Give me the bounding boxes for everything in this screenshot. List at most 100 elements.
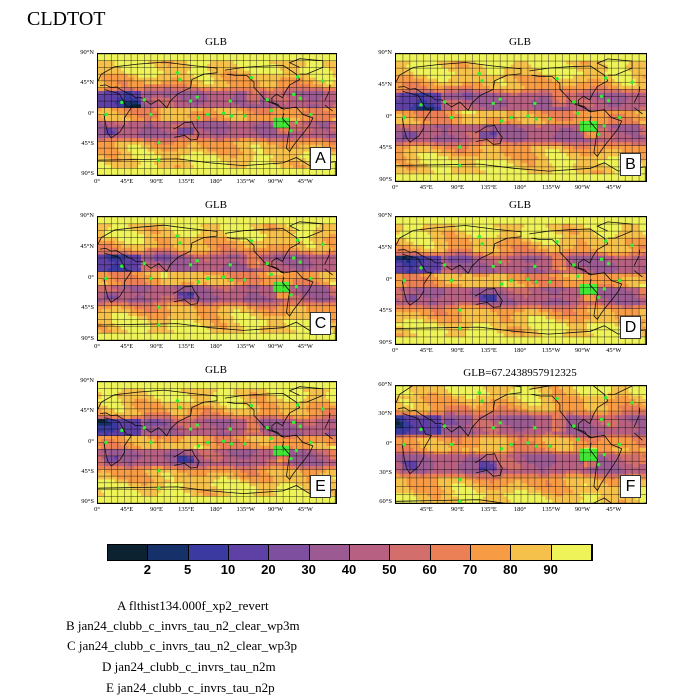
heatmap-cell bbox=[276, 60, 281, 65]
heatmap-cell bbox=[134, 94, 139, 99]
heatmap-cell bbox=[642, 159, 646, 164]
heatmap-cell bbox=[240, 138, 244, 142]
heatmap-cell bbox=[548, 113, 553, 118]
heatmap-cell bbox=[580, 61, 584, 65]
heatmap-cell bbox=[632, 138, 636, 143]
heatmap-cell bbox=[243, 144, 248, 149]
heatmap-cell bbox=[482, 106, 487, 111]
heatmap-cell bbox=[213, 60, 218, 65]
heatmap-cell bbox=[197, 57, 201, 62]
heatmap-cell bbox=[562, 163, 567, 168]
heatmap-cell bbox=[117, 84, 122, 89]
heatmap-cell bbox=[510, 71, 515, 76]
heatmap-cell bbox=[541, 135, 546, 140]
heatmap-cell bbox=[472, 117, 477, 122]
heatmap-cell bbox=[276, 80, 281, 85]
heatmap-cell bbox=[500, 142, 505, 147]
heatmap-cell bbox=[160, 80, 165, 85]
heatmap-cell bbox=[332, 77, 336, 82]
heatmap-cell bbox=[552, 159, 557, 164]
heatmap-cell bbox=[455, 149, 459, 154]
heatmap-cell bbox=[597, 54, 602, 58]
heatmap-cell bbox=[489, 82, 494, 87]
heatmap-cell bbox=[283, 70, 287, 75]
heatmap-cell bbox=[628, 149, 633, 154]
heatmap-cell bbox=[441, 61, 446, 65]
heatmap-cell bbox=[203, 77, 208, 82]
heatmap-cell bbox=[183, 148, 188, 152]
heatmap-cell bbox=[269, 144, 274, 149]
heatmap-cell bbox=[468, 68, 473, 73]
heatmap-cell bbox=[531, 96, 536, 101]
heatmap-cell bbox=[604, 68, 609, 73]
heatmap-cell bbox=[223, 87, 228, 92]
heatmap-cell bbox=[243, 94, 248, 99]
heatmap-cell bbox=[217, 131, 221, 136]
heatmap-cell bbox=[293, 117, 297, 122]
heatmap-cell bbox=[306, 87, 310, 92]
heatmap-cell bbox=[465, 117, 470, 122]
heatmap-cell bbox=[193, 131, 198, 136]
heatmap-cell bbox=[207, 87, 211, 92]
heatmap-cell bbox=[306, 138, 310, 142]
heatmap-cell bbox=[246, 117, 251, 122]
heatmap-cell bbox=[507, 149, 511, 154]
heatmap-cell bbox=[545, 99, 550, 104]
heatmap-cell bbox=[312, 168, 317, 173]
heatmap-cell bbox=[269, 138, 274, 142]
heatmap-cell bbox=[541, 152, 546, 157]
heatmap-cell bbox=[207, 141, 211, 146]
heatmap-cell bbox=[527, 57, 532, 62]
heatmap-cell bbox=[618, 131, 623, 136]
heatmap-cell bbox=[524, 106, 529, 111]
heatmap-cell bbox=[472, 142, 477, 147]
heatmap-cell bbox=[507, 156, 511, 161]
heatmap-cell bbox=[434, 128, 439, 133]
heatmap-cell bbox=[309, 94, 314, 99]
heatmap-cell bbox=[406, 135, 411, 140]
heatmap-cell bbox=[246, 141, 251, 146]
heatmap-cell bbox=[203, 141, 208, 146]
heatmap-cell bbox=[639, 142, 643, 147]
heatmap-cell bbox=[465, 138, 470, 143]
heatmap-cell bbox=[147, 54, 152, 58]
heatmap-cell bbox=[289, 77, 294, 82]
heatmap-cell bbox=[299, 107, 304, 112]
heatmap-cell bbox=[296, 54, 301, 58]
heatmap-cell bbox=[117, 67, 122, 72]
heatmap-cell bbox=[465, 131, 470, 136]
heatmap-cell bbox=[302, 154, 307, 159]
heatmap-cell bbox=[236, 131, 241, 136]
heatmap-cell bbox=[517, 78, 522, 83]
heatmap-cell bbox=[107, 97, 112, 102]
heatmap-cell bbox=[396, 128, 400, 133]
heatmap-cell bbox=[607, 92, 612, 97]
heatmap-cell bbox=[413, 54, 418, 58]
heatmap-cell bbox=[223, 77, 228, 82]
heatmap-cell bbox=[150, 67, 155, 72]
heatmap-cell bbox=[531, 92, 536, 97]
heatmap-cell bbox=[322, 74, 327, 78]
heatmap-cell bbox=[217, 164, 221, 169]
heatmap-cell bbox=[524, 103, 529, 108]
heatmap-cell bbox=[514, 145, 518, 150]
heatmap-cell bbox=[639, 99, 643, 104]
heatmap-cell bbox=[399, 113, 404, 118]
heatmap-cell bbox=[541, 61, 546, 65]
heatmap-cell bbox=[180, 67, 185, 72]
heatmap-cell bbox=[299, 144, 304, 149]
heatmap-cell bbox=[468, 131, 473, 136]
heatmap-cell bbox=[160, 138, 165, 142]
heatmap-cell bbox=[101, 168, 106, 173]
heatmap-cell bbox=[503, 68, 508, 73]
heatmap-cell bbox=[253, 168, 258, 173]
heatmap-cell bbox=[444, 103, 449, 108]
heatmap-cell bbox=[493, 117, 498, 122]
heatmap-cell bbox=[174, 60, 178, 65]
heatmap-cell bbox=[121, 127, 125, 132]
heatmap-cell bbox=[174, 168, 178, 173]
heatmap-cell bbox=[200, 101, 205, 105]
heatmap-cell bbox=[444, 145, 449, 150]
heatmap-cell bbox=[621, 103, 626, 108]
heatmap-cell bbox=[441, 113, 446, 118]
